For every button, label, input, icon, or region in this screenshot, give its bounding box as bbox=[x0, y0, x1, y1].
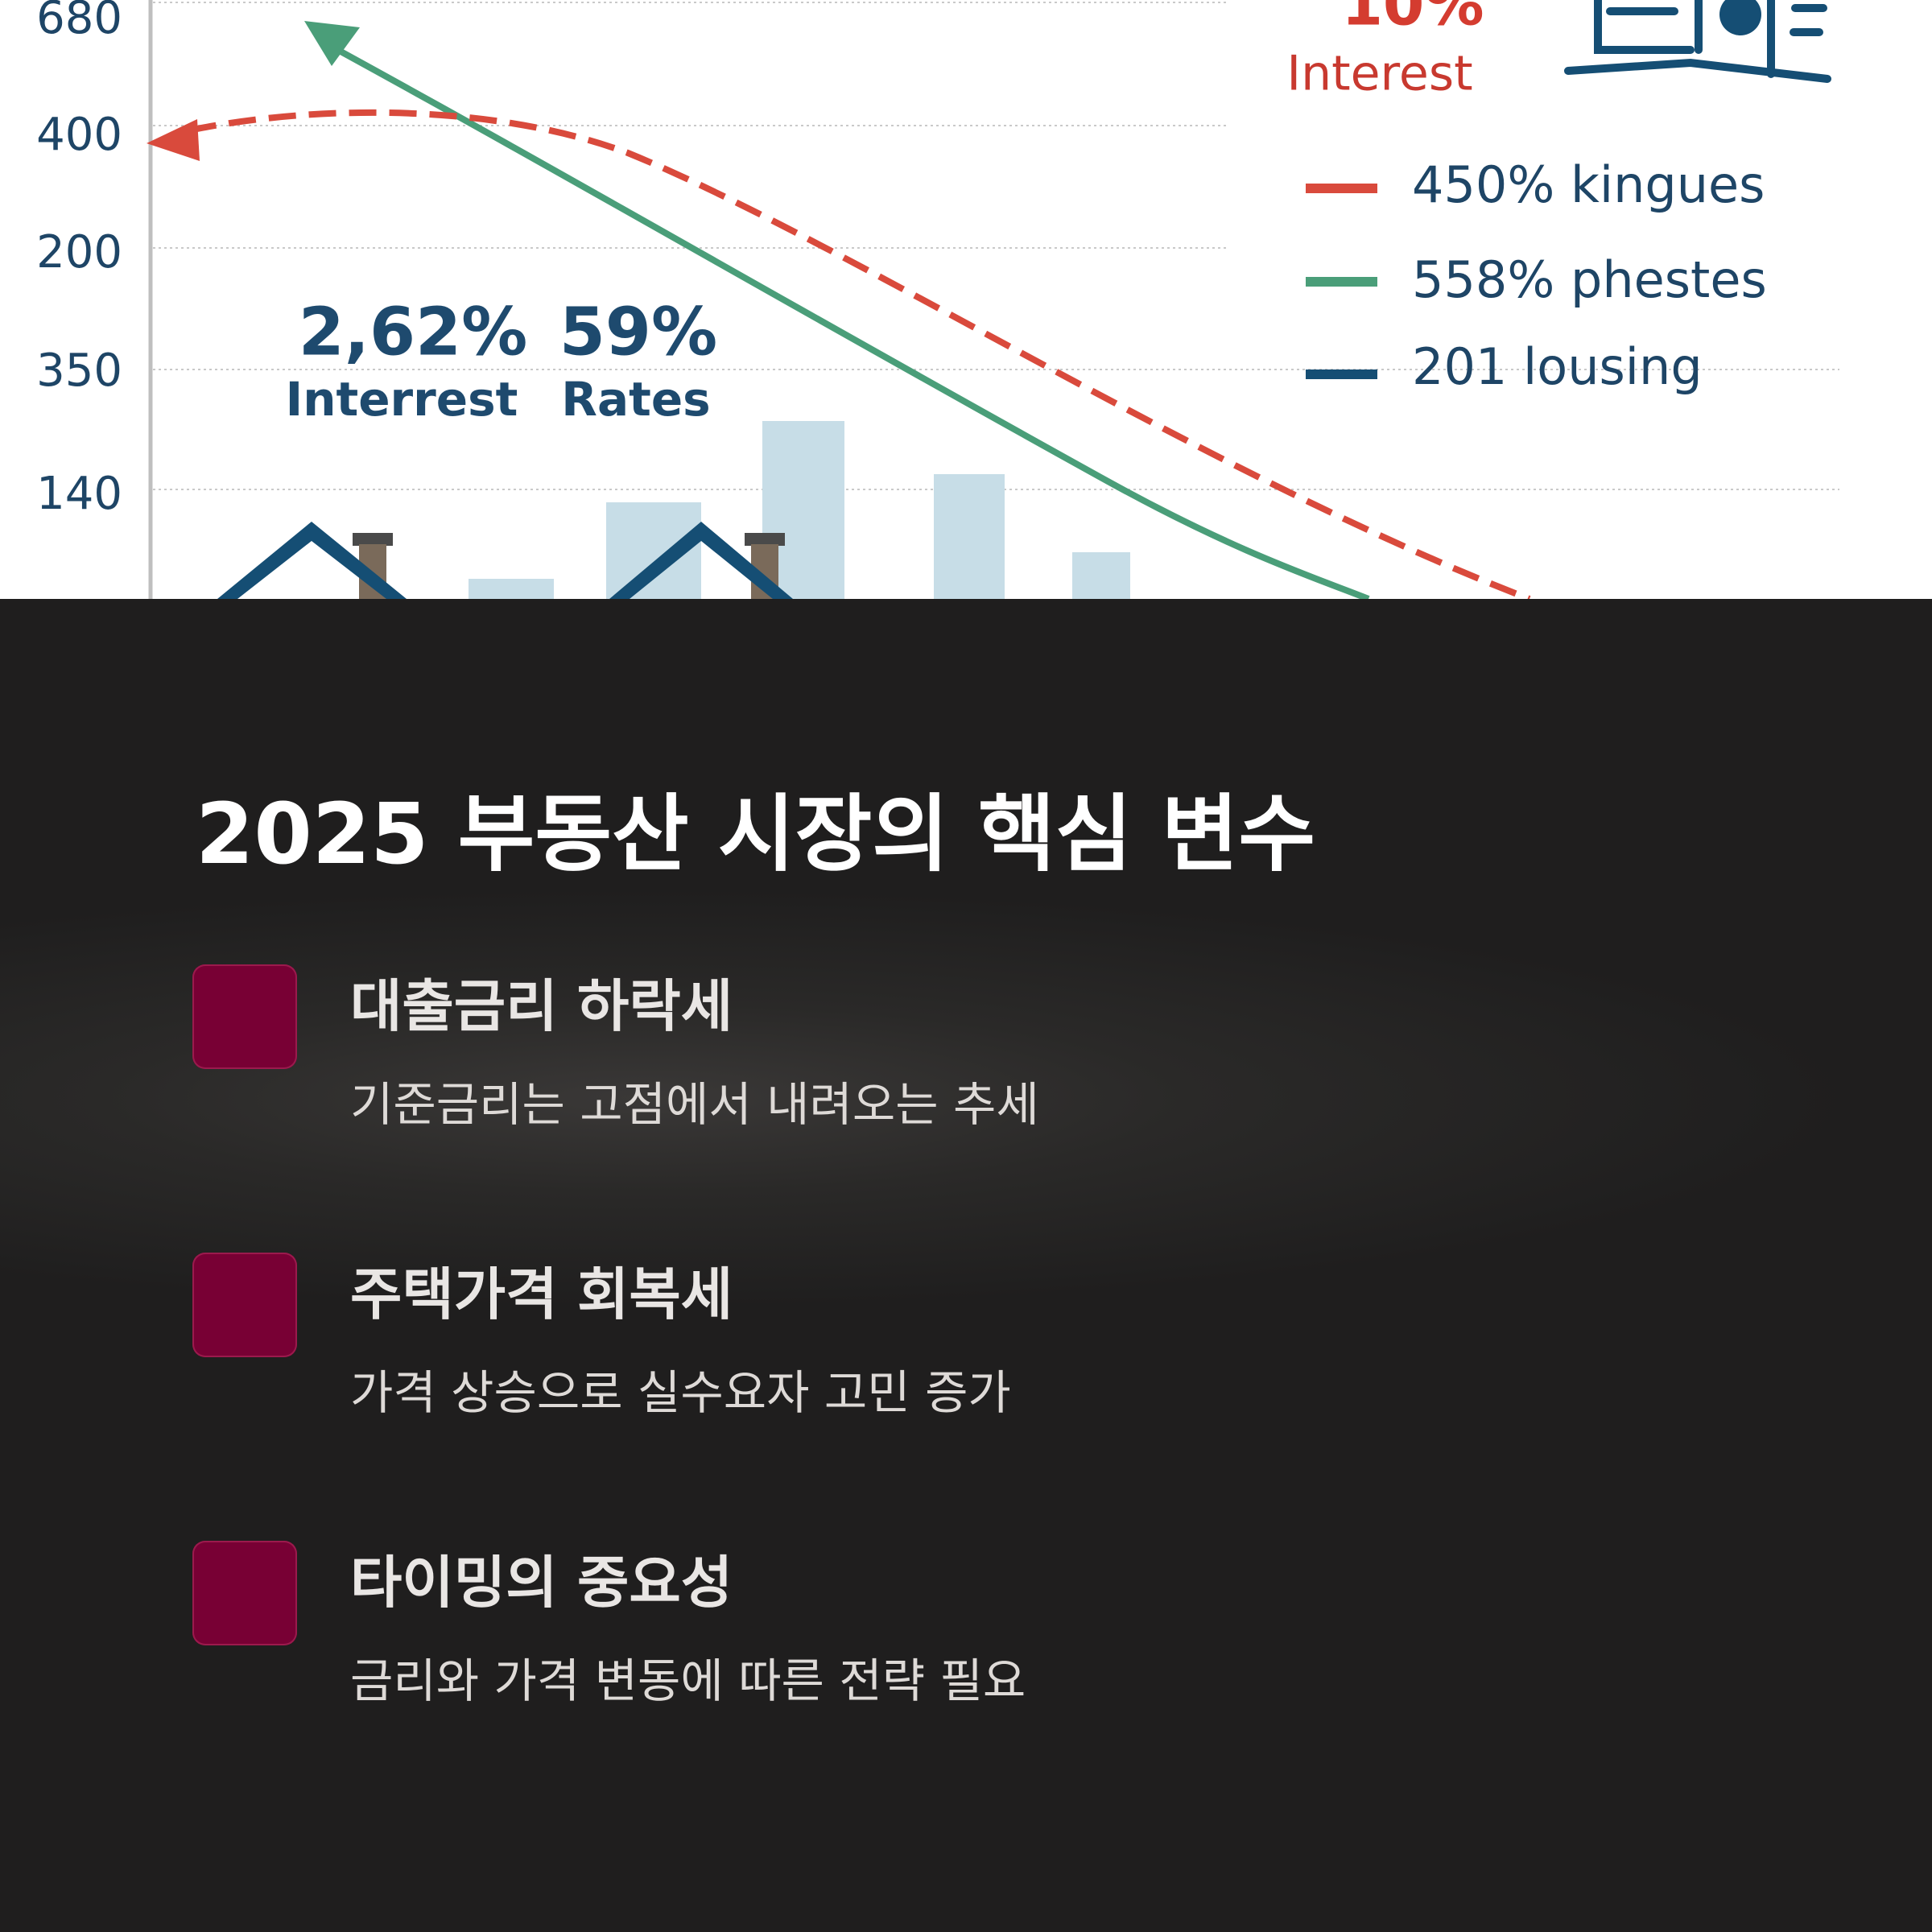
list-item: 대출금리 하락세 기준금리는 고점에서 내려오는 추세 bbox=[192, 964, 1722, 1206]
list-item: 주택가격 회복세 가격 상승으로 실수요자 고민 증가 bbox=[192, 1253, 1722, 1494]
building-icon bbox=[1564, 0, 1831, 83]
item-icon bbox=[192, 964, 297, 1069]
item-icon bbox=[192, 1541, 297, 1645]
item-description: 가격 상승으로 실수요자 고민 증가 bbox=[350, 1365, 1011, 1420]
hero-image: 680 400 200 350 140 10% Interest 450% ki… bbox=[0, 0, 1932, 599]
house bbox=[609, 522, 793, 599]
callout-label: Interrest bbox=[286, 372, 518, 427]
callout-value: 59% bbox=[559, 294, 717, 370]
content-panel: 2025 부동산 시장의 핵심 변수 대출금리 하락세 기준금리는 고점에서 내… bbox=[0, 599, 1932, 1932]
legend-label: 558% phestes bbox=[1412, 250, 1767, 309]
trend-line bbox=[188, 109, 1531, 599]
callout-label: Rates bbox=[561, 372, 710, 427]
chimney bbox=[745, 533, 785, 546]
callout-value: 2,62% bbox=[299, 294, 527, 370]
roof bbox=[609, 522, 793, 599]
axis-labels: 680 400 200 350 140 bbox=[36, 0, 122, 520]
axis-label: 680 bbox=[36, 0, 122, 44]
axis-label: 350 bbox=[36, 345, 122, 397]
item-description: 금리와 가격 변동에 따른 전략 필요 bbox=[350, 1653, 1026, 1708]
icon-dot bbox=[1719, 0, 1761, 35]
section-title: 2025 부동산 시장의 핵심 변수 bbox=[196, 785, 1316, 883]
callout-value: 10% bbox=[1341, 0, 1484, 39]
arrowhead bbox=[147, 119, 200, 161]
item-heading: 주택가격 회복세 bbox=[350, 1261, 733, 1327]
axis-label: 400 bbox=[36, 109, 122, 161]
item-icon bbox=[192, 1253, 297, 1357]
legend-label: 201 lousing bbox=[1412, 337, 1703, 396]
callouts: 2,62% Interrest 59% Rates bbox=[286, 294, 718, 427]
axis-label: 200 bbox=[36, 226, 122, 279]
axis-label: 140 bbox=[36, 468, 122, 520]
legend-label: 450% kingues bbox=[1412, 155, 1765, 214]
trend-line bbox=[324, 40, 1370, 599]
list-item: 타이밍의 중요성 금리와 가격 변동에 따른 전략 필요 bbox=[192, 1541, 1722, 1782]
bars bbox=[469, 421, 1130, 599]
arrowhead bbox=[304, 21, 360, 66]
bar bbox=[934, 474, 1005, 599]
item-heading: 타이밍의 중요성 bbox=[350, 1550, 733, 1616]
house bbox=[217, 522, 407, 599]
bar bbox=[1072, 552, 1130, 599]
roof bbox=[217, 522, 407, 599]
item-description: 기준금리는 고점에서 내려오는 추세 bbox=[350, 1077, 1039, 1132]
chimney bbox=[353, 533, 393, 546]
legend: 450% kingues 558% phestes 201 lousing bbox=[1412, 155, 1767, 396]
bar bbox=[469, 579, 554, 599]
item-heading: 대출금리 하락세 bbox=[350, 973, 733, 1039]
callout-label: Interest bbox=[1286, 46, 1472, 102]
